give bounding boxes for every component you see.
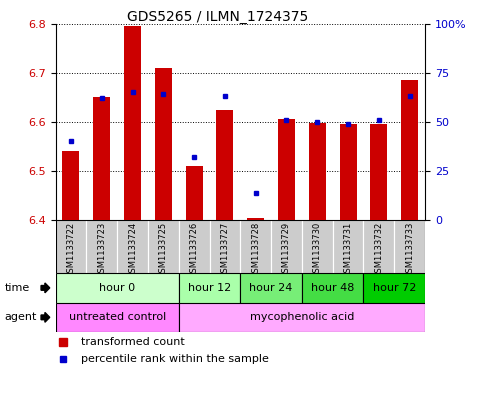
Bar: [241, 273, 302, 303]
Text: GSM1133723: GSM1133723: [97, 222, 106, 278]
Bar: [155, 68, 172, 220]
Bar: [216, 110, 233, 220]
Bar: [56, 220, 86, 273]
Bar: [179, 303, 425, 332]
Bar: [148, 220, 179, 273]
Text: hour 12: hour 12: [188, 283, 231, 293]
Text: GSM1133729: GSM1133729: [282, 222, 291, 278]
Text: mycophenolic acid: mycophenolic acid: [250, 312, 354, 322]
Bar: [340, 124, 356, 220]
Text: untreated control: untreated control: [69, 312, 166, 322]
Bar: [179, 220, 210, 273]
Bar: [333, 220, 364, 273]
Text: hour 72: hour 72: [372, 283, 416, 293]
Bar: [93, 97, 110, 220]
Bar: [86, 220, 117, 273]
Text: transformed count: transformed count: [82, 337, 185, 347]
Bar: [240, 220, 271, 273]
Bar: [62, 151, 79, 220]
Text: GSM1133722: GSM1133722: [67, 222, 75, 278]
Text: hour 48: hour 48: [311, 283, 355, 293]
Bar: [247, 218, 264, 220]
Text: GSM1133733: GSM1133733: [405, 222, 414, 278]
Bar: [302, 273, 364, 303]
Bar: [185, 166, 202, 220]
Text: hour 0: hour 0: [99, 283, 135, 293]
Text: GSM1133728: GSM1133728: [251, 222, 260, 278]
Bar: [210, 220, 240, 273]
Text: GSM1133731: GSM1133731: [343, 222, 353, 278]
Text: GSM1133727: GSM1133727: [220, 222, 229, 278]
Bar: [394, 220, 425, 273]
Text: GSM1133724: GSM1133724: [128, 222, 137, 278]
Text: agent: agent: [5, 312, 37, 322]
Text: time: time: [5, 283, 30, 293]
Bar: [309, 123, 326, 220]
Bar: [124, 26, 141, 220]
Text: hour 24: hour 24: [249, 283, 293, 293]
Bar: [370, 124, 387, 220]
Bar: [278, 119, 295, 220]
Text: percentile rank within the sample: percentile rank within the sample: [82, 354, 270, 364]
Bar: [302, 220, 333, 273]
Bar: [364, 220, 394, 273]
Bar: [271, 220, 302, 273]
Bar: [401, 80, 418, 220]
Text: GDS5265 / ILMN_1724375: GDS5265 / ILMN_1724375: [127, 10, 308, 24]
Bar: [179, 273, 240, 303]
Bar: [117, 220, 148, 273]
Bar: [56, 303, 179, 332]
Text: GSM1133725: GSM1133725: [159, 222, 168, 278]
Text: GSM1133732: GSM1133732: [374, 222, 384, 278]
Text: GSM1133726: GSM1133726: [190, 222, 199, 278]
Bar: [56, 273, 179, 303]
Bar: [364, 273, 425, 303]
Text: GSM1133730: GSM1133730: [313, 222, 322, 278]
